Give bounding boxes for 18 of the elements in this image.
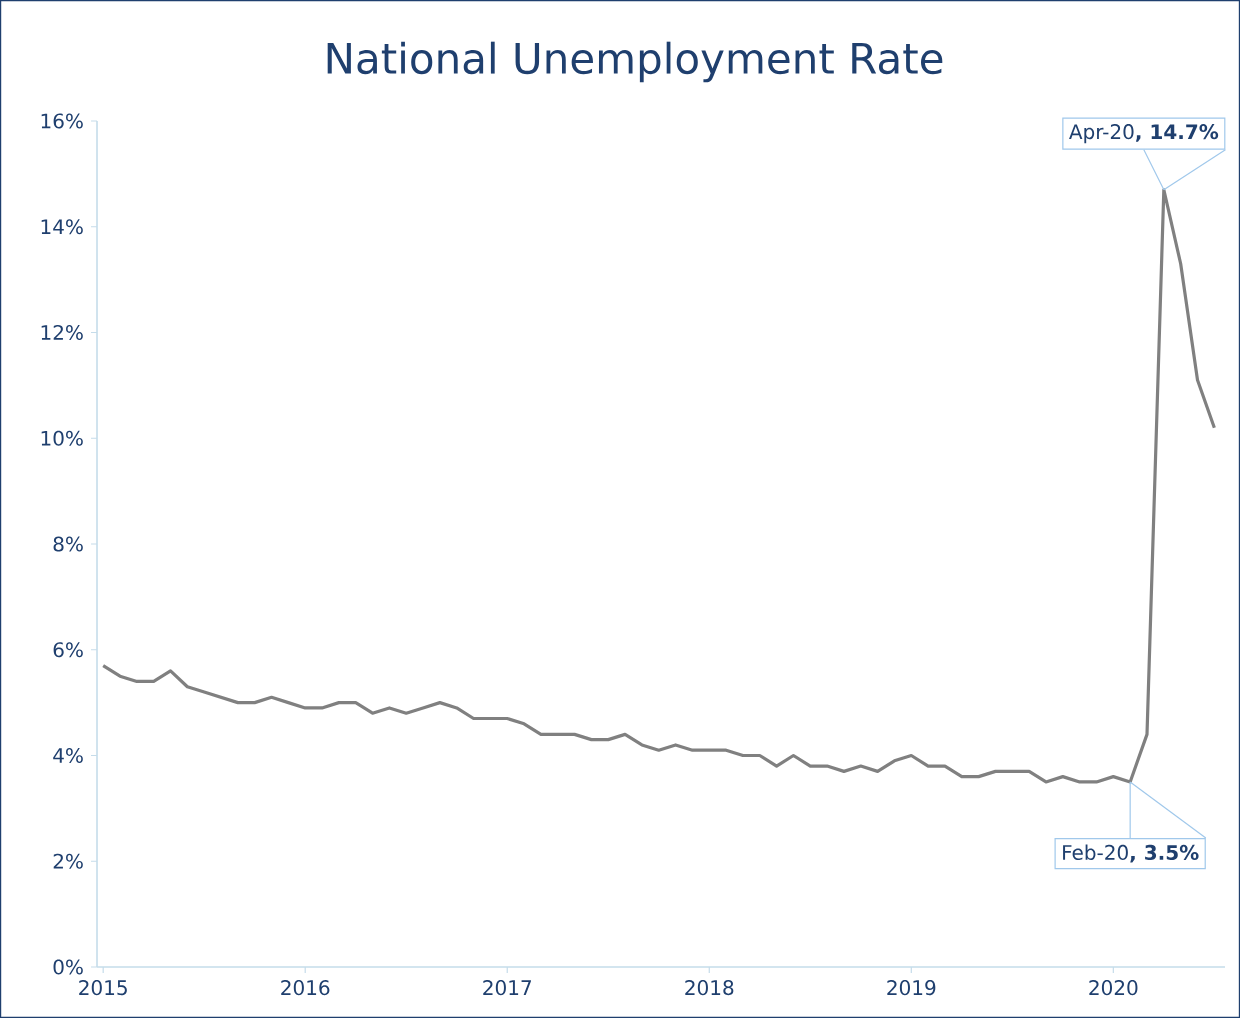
y-tick-label: 2%	[53, 853, 83, 869]
y-tick-label: 4%	[53, 747, 83, 764]
x-tick-label: 2015	[79, 980, 127, 996]
x-tick-label: 2019	[887, 980, 936, 996]
chart-title: National Unemployment Rate	[327, 41, 943, 83]
y-tick-label: 12%	[41, 324, 83, 341]
y-tick-label: 14%	[41, 219, 83, 235]
x-tick-label: 2016	[281, 980, 330, 996]
annotation: Apr-20, 14.7%	[1069, 124, 1219, 144]
y-tick-label: 8%	[53, 536, 83, 552]
y-tick-label: 0%	[53, 959, 83, 975]
x-tick-label: 2018	[685, 980, 734, 996]
x-tick-label: 2017	[483, 980, 531, 996]
y-tick-label: 16%	[41, 113, 83, 129]
x-tick-label: 2020	[1089, 980, 1138, 996]
annotation: Feb-20, 3.5%	[1063, 844, 1199, 863]
y-tick-label: 6%	[53, 642, 83, 658]
y-tick-label: 10%	[41, 430, 83, 446]
